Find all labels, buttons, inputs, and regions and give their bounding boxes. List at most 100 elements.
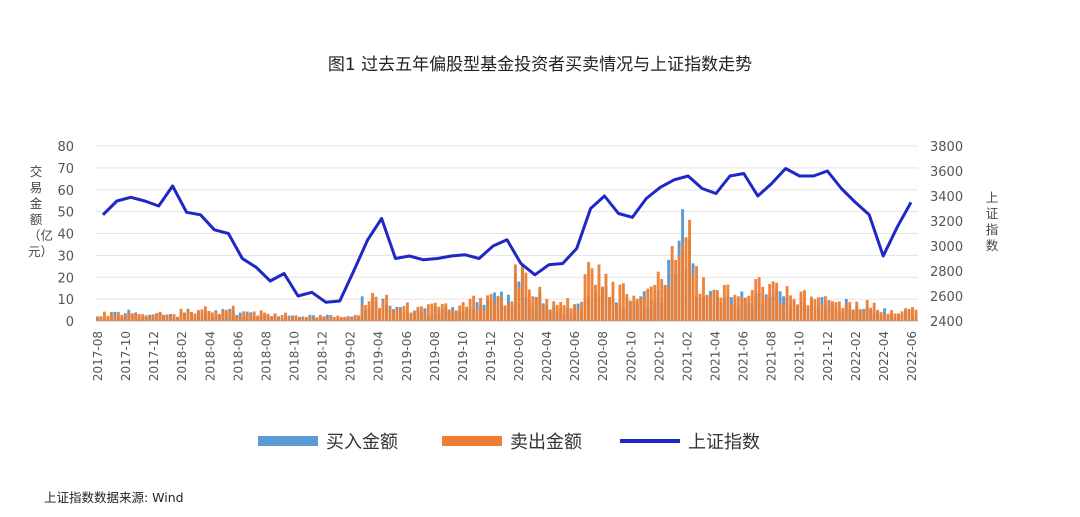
bar-sell bbox=[378, 307, 382, 321]
y-left-tick-label: 80 bbox=[57, 140, 74, 155]
x-tick-label: 2018-10 bbox=[287, 331, 301, 381]
bar-sell bbox=[628, 300, 632, 321]
bar-sell bbox=[719, 297, 723, 321]
x-tick-label: 2020-02 bbox=[512, 331, 526, 381]
bar-sell bbox=[412, 311, 416, 321]
bar-sell bbox=[270, 316, 274, 321]
bar-sell bbox=[872, 302, 876, 321]
bar-sell bbox=[876, 309, 880, 321]
y-left-tick-label: 20 bbox=[57, 271, 74, 286]
bar-sell bbox=[883, 314, 887, 321]
bar-sell bbox=[681, 243, 685, 321]
bar-sell bbox=[583, 274, 587, 321]
bar-sell bbox=[538, 286, 542, 321]
bar-sell bbox=[197, 310, 200, 321]
bar-sell bbox=[698, 293, 702, 321]
x-tick-label: 2018-06 bbox=[231, 331, 245, 381]
bar-sell bbox=[273, 313, 277, 321]
bar-sell bbox=[228, 310, 232, 321]
bar-sell bbox=[284, 312, 287, 321]
bar-sell bbox=[329, 316, 333, 321]
bar-sell bbox=[318, 314, 322, 321]
bar-sell bbox=[548, 309, 552, 321]
bar-sell bbox=[635, 298, 639, 321]
bar-sell bbox=[144, 315, 148, 321]
bar-sell bbox=[792, 299, 796, 321]
y-axis-right-label: 上证指数 bbox=[985, 190, 999, 253]
bar-sell bbox=[625, 294, 629, 321]
bar-sell bbox=[531, 296, 535, 321]
bar-sell bbox=[419, 306, 423, 321]
legend-label-sell: 卖出金额 bbox=[510, 432, 582, 453]
bar-sell bbox=[660, 279, 664, 321]
bar-sell bbox=[207, 310, 211, 321]
bar-sell bbox=[684, 237, 688, 321]
bar-sell bbox=[517, 287, 521, 321]
bar-sell bbox=[733, 294, 737, 321]
bar-sell bbox=[722, 284, 726, 321]
y-right-tick-label: 3600 bbox=[930, 165, 963, 180]
bar-sell bbox=[608, 296, 611, 321]
bar-sell bbox=[569, 308, 573, 321]
bar-sell bbox=[904, 308, 907, 321]
bar-sell bbox=[813, 299, 817, 321]
bar-sell bbox=[301, 318, 305, 321]
y-left-tick-label: 70 bbox=[57, 162, 74, 177]
bar-sell bbox=[399, 309, 402, 321]
bar-sell bbox=[336, 315, 340, 321]
bar-sell bbox=[750, 289, 754, 321]
y-right-tick-label: 2800 bbox=[930, 265, 963, 280]
x-tick-label: 2022-04 bbox=[877, 331, 891, 381]
x-tick-label: 2019-06 bbox=[400, 331, 414, 381]
bar-sell bbox=[238, 316, 242, 321]
x-tick-label: 2022-06 bbox=[905, 331, 919, 381]
x-tick-label: 2020-04 bbox=[540, 331, 554, 381]
bar-sell bbox=[360, 304, 364, 321]
bar-sell bbox=[148, 316, 152, 321]
bar-sell bbox=[677, 255, 681, 321]
bar-sell bbox=[656, 271, 660, 321]
bar-sell bbox=[879, 312, 883, 321]
bar-sell bbox=[242, 311, 246, 321]
bar-sell bbox=[743, 297, 747, 321]
bar-sell bbox=[782, 304, 786, 321]
bar-sell bbox=[479, 297, 483, 321]
bar-sell bbox=[332, 316, 336, 321]
bar-sell bbox=[649, 286, 653, 321]
legend-item-index: 上证指数 bbox=[620, 428, 760, 454]
bar-sell bbox=[190, 311, 193, 321]
bar-sell bbox=[426, 304, 430, 321]
x-tick-label: 2021-08 bbox=[765, 331, 779, 381]
bar-sell bbox=[231, 305, 235, 321]
x-tick-label: 2022-02 bbox=[849, 331, 863, 381]
index-line bbox=[101, 167, 913, 304]
bar-sell bbox=[437, 306, 441, 321]
bar-sell bbox=[848, 301, 852, 321]
bar-sell bbox=[214, 311, 218, 321]
bar-sell bbox=[886, 313, 890, 321]
bar-sell bbox=[646, 288, 650, 321]
bar-sell bbox=[172, 314, 176, 321]
bar-sell bbox=[851, 310, 855, 321]
bar-sell bbox=[249, 314, 253, 321]
bar-sell bbox=[102, 311, 106, 321]
bar-sell bbox=[503, 305, 507, 321]
bar-sell bbox=[702, 277, 705, 321]
bar-sell bbox=[120, 314, 124, 321]
bar-sell bbox=[709, 295, 712, 321]
bar-sell bbox=[130, 313, 134, 321]
y-right-tick-label: 2400 bbox=[930, 315, 963, 330]
bar-sell bbox=[381, 300, 385, 321]
bar-sell bbox=[245, 313, 249, 321]
bar-sell bbox=[639, 297, 643, 321]
bar-sell bbox=[555, 304, 559, 321]
bar-sell bbox=[388, 307, 392, 321]
legend-swatch-buy bbox=[258, 436, 318, 446]
bar-sell bbox=[106, 315, 110, 321]
x-tick-label: 2019-08 bbox=[428, 331, 442, 381]
bar-sell bbox=[343, 316, 347, 321]
bar-sell bbox=[405, 302, 409, 321]
bar-sell bbox=[513, 264, 517, 321]
bar-sell bbox=[580, 301, 584, 321]
bar-sell bbox=[754, 279, 758, 321]
